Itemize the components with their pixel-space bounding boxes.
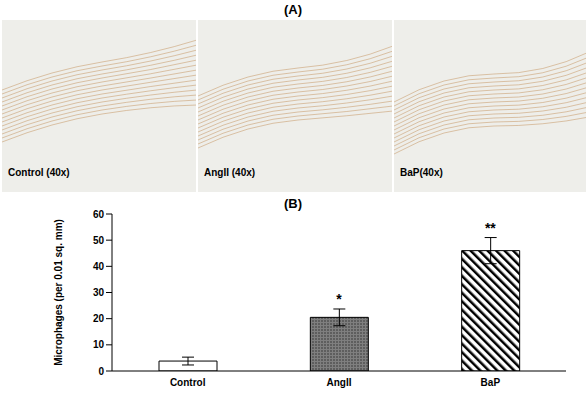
svg-text:20: 20 [93, 313, 105, 324]
svg-text:AngII: AngII [327, 377, 352, 388]
svg-text:40: 40 [93, 261, 105, 272]
svg-text:30: 30 [93, 287, 105, 298]
svg-text:*: * [336, 291, 342, 307]
svg-text:0: 0 [98, 366, 104, 377]
svg-text:50: 50 [93, 235, 105, 246]
svg-text:Microphages (per 0.01 sq. mm): Microphages (per 0.01 sq. mm) [53, 219, 64, 366]
html-text:AngII (40x): AngII (40x) [204, 167, 256, 178]
html-text:(A): (A) [284, 2, 302, 17]
svg-text:BaP: BaP [481, 377, 501, 388]
svg-text:10: 10 [93, 339, 105, 350]
svg-text:**: ** [485, 220, 496, 236]
svg-text:60: 60 [93, 209, 105, 220]
html-text:(B): (B) [284, 196, 302, 211]
svg-text:Control: Control [170, 377, 206, 388]
html-text:BaP(40x): BaP(40x) [400, 167, 443, 178]
html-text:Control (40x): Control (40x) [8, 167, 70, 178]
